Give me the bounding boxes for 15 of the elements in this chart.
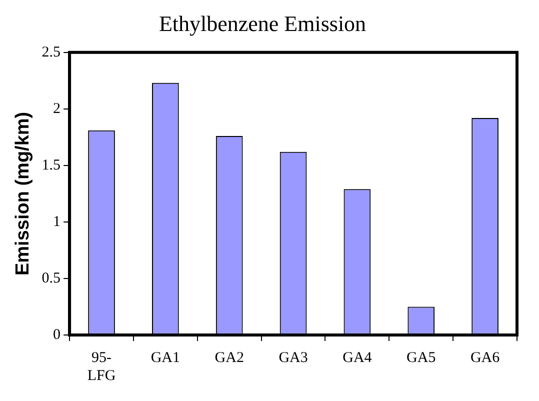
x-tick-label: GA1 xyxy=(150,350,180,366)
y-tick-label: 1.5 xyxy=(42,157,61,174)
x-tick-label: 95-LFG xyxy=(87,350,116,384)
y-tick-label: 2 xyxy=(53,100,61,117)
y-axis-title: Emission (mg/km) xyxy=(12,112,34,276)
y-tick-label: 0.5 xyxy=(42,270,61,286)
x-tick-label: GA3 xyxy=(278,350,308,366)
y-tick-label: 2.5 xyxy=(42,44,61,60)
y-tick-label: 1 xyxy=(53,214,61,230)
x-tick-label: GA6 xyxy=(470,350,500,366)
y-tick-label: 0 xyxy=(53,326,61,343)
x-tick-label: GA2 xyxy=(214,350,244,366)
x-tick-label: GA5 xyxy=(406,350,436,366)
x-tick-label: GA4 xyxy=(342,350,372,366)
chart-title: Ethylbenzene Emission xyxy=(158,10,366,36)
